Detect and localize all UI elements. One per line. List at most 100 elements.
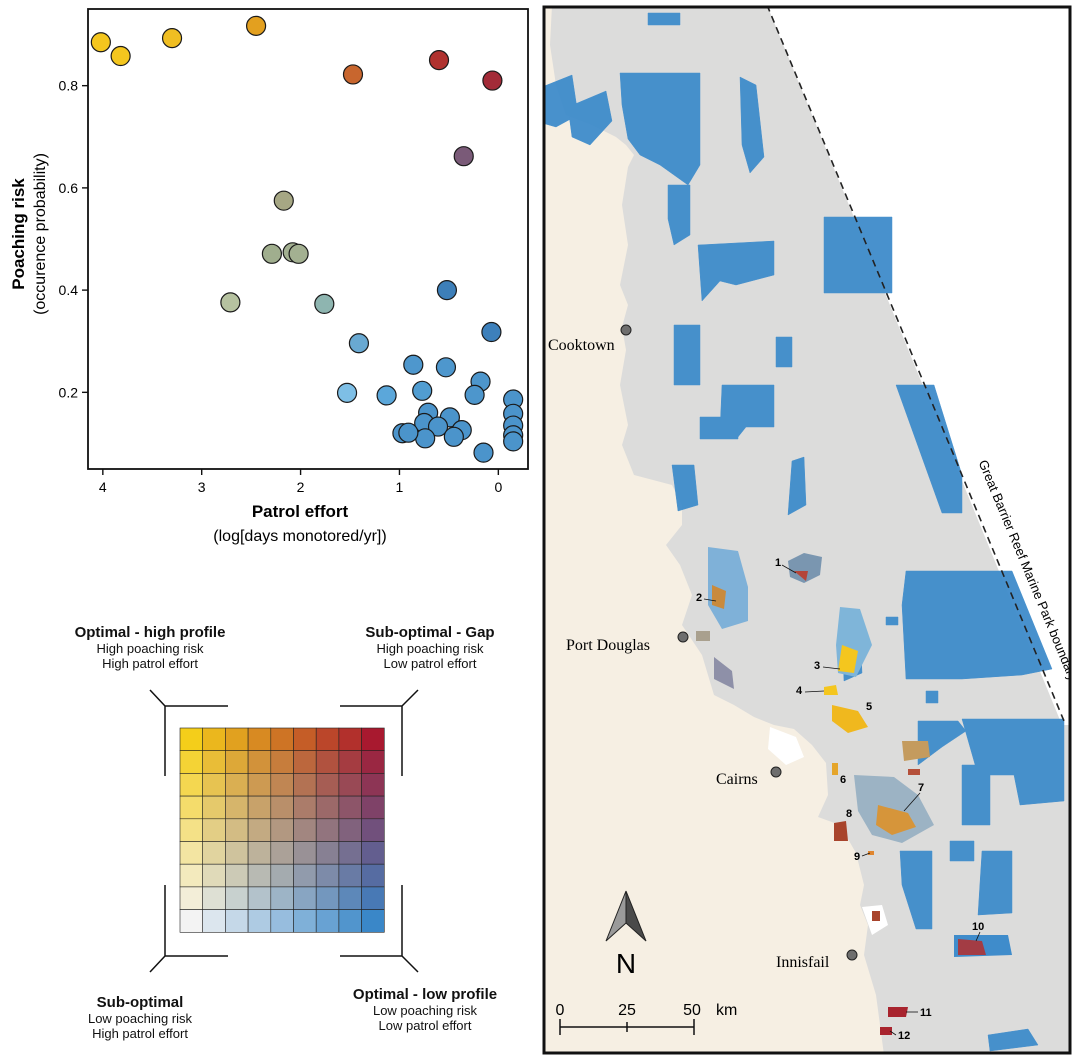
zone-blue-8 (823, 216, 893, 294)
x-tick-label: 2 (297, 479, 305, 495)
legend-cell (202, 886, 226, 910)
legend-cell (293, 773, 317, 797)
data-point (161, 28, 183, 49)
legend-top-left-title: Optimal - high profile (74, 624, 226, 641)
legend-cell (247, 818, 272, 842)
legend-cell (361, 909, 385, 933)
legend-top-right-line2: Low patrol effort (383, 656, 477, 671)
zone-blue-2 (567, 90, 613, 146)
legend-cell (225, 750, 249, 774)
data-point (273, 190, 294, 211)
bracket-bottom-right (340, 885, 419, 973)
legend-cell (225, 841, 249, 865)
legend-cell (270, 795, 294, 820)
site-label-7: 7 (918, 782, 924, 794)
zone-1-hot (794, 571, 808, 581)
legend-cell (179, 795, 204, 820)
legend-cell (361, 886, 385, 910)
zone-nearshore-a (696, 631, 710, 641)
legend-cell (179, 863, 204, 888)
legend-cell (338, 750, 362, 774)
legend-cell (225, 909, 249, 933)
site-label-11: 11 (920, 1007, 932, 1019)
site-label-2: 2 (696, 592, 702, 604)
legend-cell (202, 750, 226, 774)
zone-nearshore-d (908, 769, 920, 775)
zone-blue-10 (775, 336, 793, 368)
map-panel: Great Barrier Reef Marine Park boundary … (542, 5, 1072, 1055)
legend-cell (293, 727, 317, 752)
zone-4 (824, 685, 838, 695)
data-point (464, 384, 485, 405)
legend-cell (270, 727, 294, 752)
legend-bottom-left: Sub-optimal Low poaching risk High patro… (20, 994, 260, 1041)
legend-cell (361, 773, 385, 797)
zone-blue-20 (899, 850, 933, 930)
legend-cell (202, 727, 226, 752)
scale-tick-50: 50 (683, 1002, 701, 1019)
legend-cell (247, 750, 272, 774)
data-point (443, 426, 464, 447)
legend-cell (361, 795, 385, 820)
zone-blue-15 (901, 570, 1053, 680)
legend-cell (361, 841, 385, 865)
site-label-8: 8 (846, 808, 852, 820)
zone-blue-26 (987, 1028, 1039, 1052)
y-tick-label: 0.2 (59, 384, 79, 400)
legend-bottom-left-line2: High patrol effort (92, 1026, 188, 1041)
zone-7-hot (876, 805, 916, 835)
legend-cell (225, 795, 249, 820)
legend-cell (270, 863, 294, 888)
x-tick-label: 4 (99, 479, 107, 495)
site-label-3: 3 (814, 660, 820, 672)
zone-nearshore-2 (708, 547, 748, 629)
legend-bottom-right-line1: Low poaching risk (372, 1003, 478, 1018)
zone-3 (838, 645, 858, 673)
bracket-top-left (149, 689, 228, 776)
x-tick-label: 1 (396, 479, 404, 495)
legend-cell (247, 886, 272, 910)
legend-cell (315, 795, 340, 820)
data-point (348, 333, 370, 354)
data-point (220, 292, 241, 313)
legend-cell (315, 750, 340, 774)
x-tick-label: 0 (494, 479, 502, 495)
zone-5 (832, 705, 868, 733)
legend-cell (338, 841, 362, 865)
site-label-9: 9 (854, 851, 860, 863)
data-point (412, 380, 433, 401)
site-label-4: 4 (796, 685, 803, 697)
site-label-12: 12 (898, 1030, 910, 1042)
legend-cell (338, 909, 362, 933)
zone-1 (788, 553, 822, 583)
scale-tick-25: 25 (618, 1002, 636, 1019)
data-point (342, 64, 364, 85)
legend-cell (270, 750, 294, 774)
site-label-5: 5 (866, 701, 872, 713)
legend-cell (225, 863, 249, 888)
y-tick-label: 0.4 (59, 282, 79, 298)
zone-11 (888, 1007, 908, 1017)
bracket-bottom-left (149, 885, 228, 973)
data-point (245, 15, 267, 36)
data-point (398, 422, 419, 443)
data-point (436, 280, 458, 301)
legend-bottom-left-title: Sub-optimal (96, 994, 184, 1011)
legend-top-right-title: Sub-optimal - Gap (365, 624, 495, 641)
zone-8 (834, 821, 848, 841)
legend-cell (202, 909, 226, 933)
legend-cell (225, 727, 249, 752)
legend-cell (338, 727, 362, 752)
legend-cell (247, 909, 272, 933)
legend-cell (179, 818, 204, 842)
zone-blue-9 (673, 324, 701, 386)
legend-top-left-line2: High patrol effort (102, 656, 198, 671)
zone-nearshore-2-hot (712, 585, 726, 609)
data-point (314, 293, 335, 315)
legend-cell (270, 909, 294, 933)
legend-cell (361, 863, 385, 888)
legend-cell (293, 818, 317, 842)
legend-cell (179, 773, 204, 797)
zone-blue-5 (739, 76, 765, 174)
data-point (261, 243, 283, 264)
